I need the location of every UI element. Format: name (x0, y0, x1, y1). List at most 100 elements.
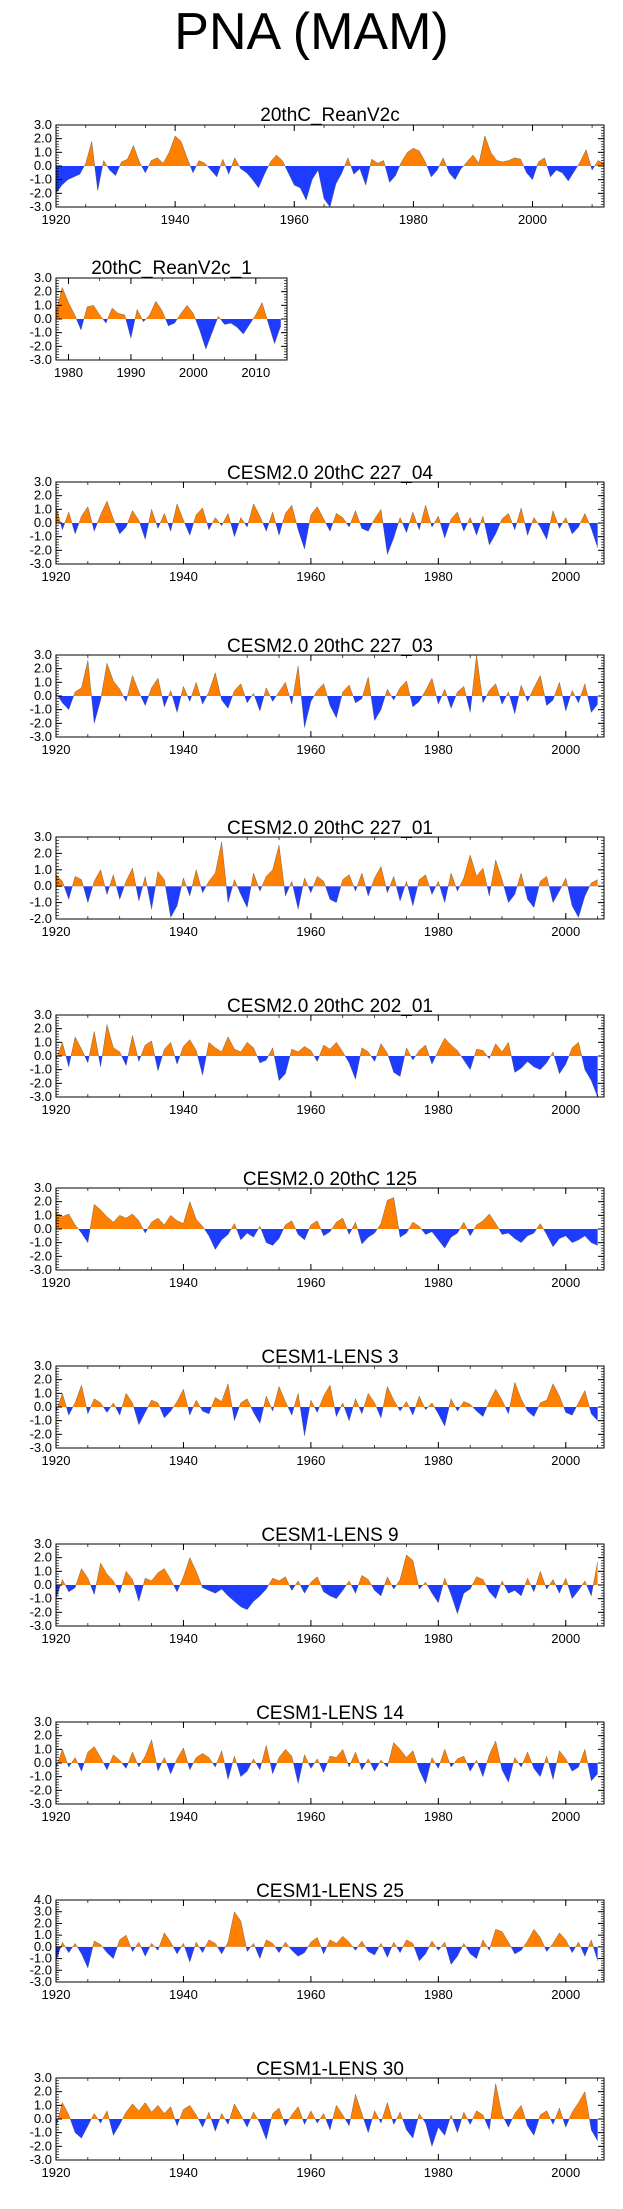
x-tick-label: 1960 (296, 1275, 325, 1290)
y-tick-label: -1.0 (30, 895, 52, 910)
y-tick-label: -3.0 (30, 1440, 52, 1455)
x-tick-label: 2000 (551, 1102, 580, 1117)
y-tick-label: -3.0 (30, 352, 52, 367)
negative-area (56, 1229, 598, 1250)
panel-cesm1-lens-30: CESM1-LENS 30 3.02.01.00.0-1.0-2.0-3.0192… (30, 2059, 605, 2180)
y-tick-label: -1.0 (30, 325, 52, 340)
x-tick-label: 1920 (42, 569, 71, 584)
y-tick-label: 1.0 (34, 2097, 52, 2112)
x-tick-label: 1980 (424, 1453, 453, 1468)
positive-area (56, 1024, 598, 1056)
x-tick-label: 1940 (169, 1453, 198, 1468)
plot-frame (55, 836, 605, 920)
x-tick-label: 1920 (42, 212, 71, 227)
y-tick-label: -3.0 (30, 1796, 52, 1811)
x-tick-label: 1980 (424, 1102, 453, 1117)
y-tick-label: -1.0 (30, 2125, 52, 2140)
x-tick-label: 1980 (424, 742, 453, 757)
panel-cesm2-0-20thc-202-01: CESM2.0 20thC 202_01 3.02.01.00.0-1.0-2.0… (30, 996, 605, 1117)
x-tick-label: 2000 (551, 1987, 580, 2002)
panel-title: CESM1-LENS 30 (256, 2059, 404, 2080)
y-tick-label: -3.0 (30, 1974, 52, 1989)
y-tick-label: 3.0 (34, 1904, 52, 1919)
y-tick-label: -3.0 (30, 1089, 52, 1104)
x-tick-label: 1940 (161, 212, 190, 227)
x-tick-label: 1960 (296, 1453, 325, 1468)
positive-area (56, 1382, 598, 1407)
x-tick-label: 1920 (42, 1631, 71, 1646)
y-tick-label: -1.0 (30, 529, 52, 544)
series-line (55, 500, 598, 556)
x-tick-label: 1940 (169, 1102, 198, 1117)
x-tick-label: 1920 (42, 924, 71, 939)
x-tick-label: 1980 (424, 1631, 453, 1646)
panel-title: CESM1-LENS 9 (261, 1525, 398, 1546)
x-tick-label: 1960 (296, 2165, 325, 2180)
x-tick-label: 2010 (241, 365, 270, 380)
series-line (55, 2083, 598, 2148)
y-tick-label: -1.0 (30, 702, 52, 717)
x-tick-label: 2000 (551, 1809, 580, 1824)
y-tick-label: 1.0 (34, 501, 52, 516)
positive-area (56, 287, 281, 319)
panel-cesm1-lens-14: CESM1-LENS 14 3.02.01.00.0-1.0-2.0-3.0192… (30, 1703, 605, 1824)
panel-title: CESM2.0 20thC 202_01 (227, 996, 433, 1017)
x-tick-label: 1940 (169, 742, 198, 757)
x-tick-label: 1920 (42, 742, 71, 757)
series-line (55, 1911, 598, 1969)
panel-cesm1-lens-3: CESM1-LENS 3 3.02.01.00.0-1.0-2.0-3.01920… (30, 1347, 605, 1468)
x-tick-label: 1920 (42, 2165, 71, 2180)
y-tick-label: -3.0 (30, 729, 52, 744)
y-tick-label: 3.0 (34, 1536, 52, 1551)
panel-title: CESM2.0 20thC 227_03 (227, 636, 433, 657)
y-tick-label: -1.0 (30, 172, 52, 187)
y-tick-label: 2.0 (34, 1728, 52, 1743)
y-tick-label: -2.0 (30, 1426, 52, 1441)
x-tick-label: 1940 (169, 924, 198, 939)
series-line (55, 841, 598, 918)
y-tick-label: 2.0 (34, 488, 52, 503)
y-tick-label: 3.0 (34, 647, 52, 662)
y-tick-label: -2.0 (30, 1248, 52, 1263)
y-tick-label: 3.0 (34, 270, 52, 285)
y-tick-label: -2.0 (30, 185, 52, 200)
positive-area (56, 1739, 598, 1763)
y-tick-label: 0.0 (34, 1048, 52, 1063)
x-tick-label: 1960 (296, 1631, 325, 1646)
series-line (55, 286, 281, 350)
y-tick-label: 2.0 (34, 1915, 52, 1930)
y-tick-label: -2.0 (30, 1604, 52, 1619)
y-tick-label: -1.0 (30, 1235, 52, 1250)
y-tick-label: -2.0 (30, 1075, 52, 1090)
x-tick-label: 1920 (42, 1102, 71, 1117)
y-tick-label: 2.0 (34, 1194, 52, 1209)
y-tick-label: 0.0 (34, 1577, 52, 1592)
y-tick-label: 0.0 (34, 2111, 52, 2126)
y-tick-label: -2.0 (30, 338, 52, 353)
y-tick-label: 0.0 (34, 878, 52, 893)
x-tick-label: 1940 (169, 1631, 198, 1646)
x-tick-label: 1960 (296, 742, 325, 757)
panel-cesm1-lens-9: CESM1-LENS 9 3.02.01.00.0-1.0-2.0-3.01920… (30, 1525, 605, 1646)
positive-area (56, 655, 598, 696)
positive-area (60, 1911, 594, 1947)
series-line (55, 1197, 598, 1250)
series-line (55, 1554, 598, 1615)
positive-area (56, 501, 598, 523)
panel-20thc-reanv2c: 20thC_ReanV2c 3.02.01.00.0-1.0-2.0-3.0192… (30, 105, 605, 227)
y-tick-label: -2.0 (30, 911, 52, 926)
y-tick-label: 1.0 (34, 862, 52, 877)
x-tick-label: 1980 (424, 1809, 453, 1824)
y-tick-label: -1.0 (30, 1951, 52, 1966)
panel-cesm1-lens-25: CESM1-LENS 25 4.03.02.01.00.0-1.0-2.0-3.0… (30, 1881, 605, 2002)
x-tick-label: 1940 (169, 1809, 198, 1824)
x-tick-label: 1920 (42, 1987, 71, 2002)
y-tick-label: 0.0 (34, 311, 52, 326)
panel-title: CESM1-LENS 14 (256, 1703, 404, 1724)
y-tick-label: -3.0 (30, 1262, 52, 1277)
page-title: PNA (MAM) (174, 3, 449, 61)
y-tick-label: 0.0 (34, 1221, 52, 1236)
y-tick-label: 1.0 (34, 1563, 52, 1578)
y-tick-label: 2.0 (34, 2084, 52, 2099)
